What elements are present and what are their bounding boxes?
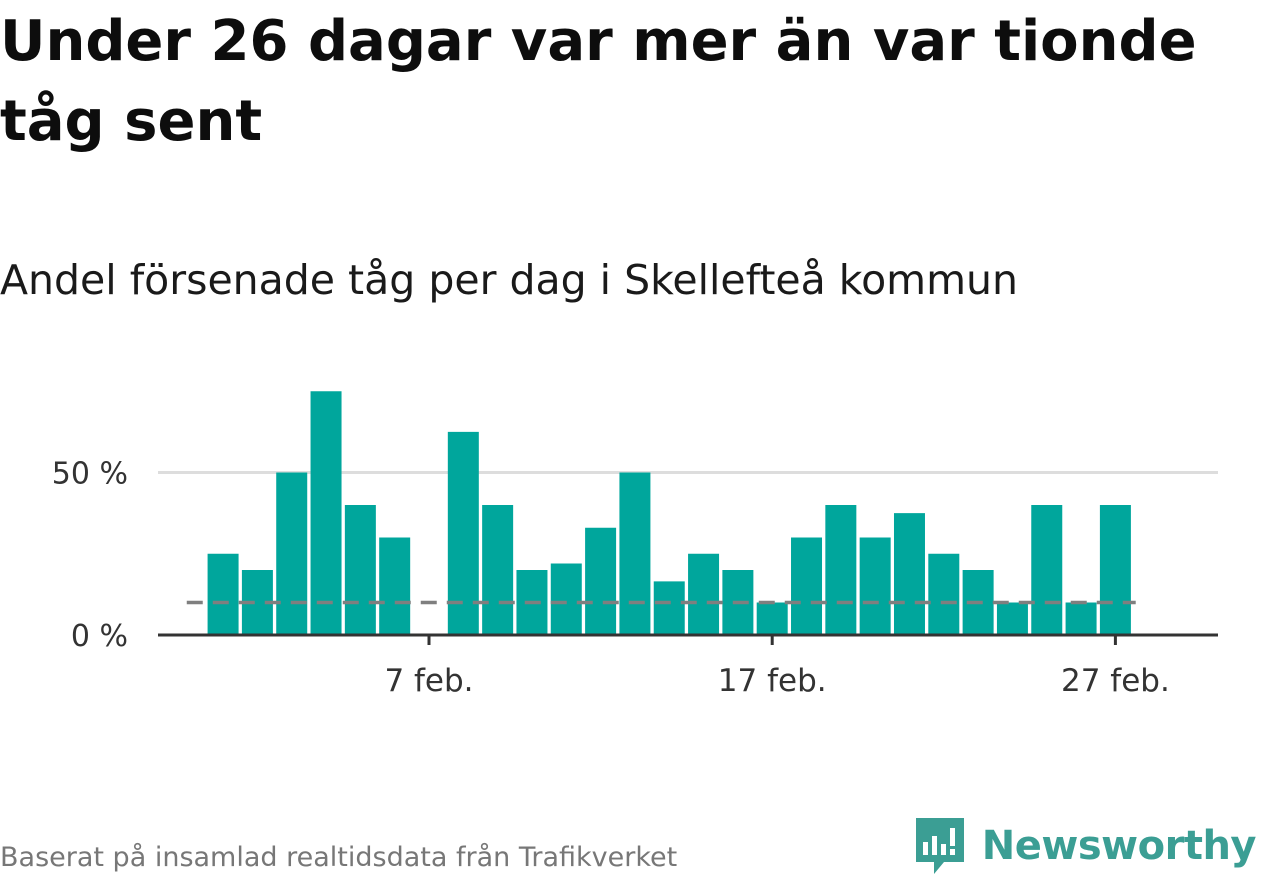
bar-layer (207, 391, 1131, 635)
bar-day-27 (1099, 505, 1131, 635)
x-tick-label: 27 feb. (1061, 663, 1170, 699)
bar-day-4 (310, 391, 342, 635)
bar-day-20 (859, 537, 891, 635)
source-note: Baserat på insamlad realtidsdata från Tr… (0, 842, 678, 873)
bar-day-21 (893, 513, 925, 635)
y-tick-label: 0 % (71, 619, 128, 654)
bar-day-11 (550, 563, 582, 635)
y-tick-label: 50 % (52, 457, 128, 492)
newsworthy-logo: Newsworthy (914, 816, 1257, 876)
bar-day-22 (928, 553, 960, 635)
bar-day-17 (756, 602, 788, 635)
bar-day-24 (996, 602, 1028, 635)
bar-day-13 (619, 472, 651, 635)
bar-chart: 0 % 50 % 7 feb. 17 feb. 27 feb. (52, 391, 1218, 699)
bar-day-18 (791, 537, 823, 635)
bar-day-1 (207, 553, 239, 635)
bar-day-19 (825, 505, 857, 635)
bar-day-25 (1031, 505, 1063, 635)
bar-day-3 (276, 472, 308, 635)
bar-day-9 (482, 505, 514, 635)
bar-day-8 (447, 431, 479, 635)
chart-subtitle: Andel försenade tåg per dag i Skellefteå… (0, 256, 1019, 304)
bar-day-6 (379, 537, 411, 635)
x-tick-label: 17 feb. (718, 663, 827, 699)
bar-chart-speech-bubble-icon (915, 818, 964, 874)
bar-day-5 (344, 505, 376, 635)
bar-day-14 (653, 581, 685, 635)
logo-text: Newsworthy (981, 823, 1257, 869)
bar-day-12 (585, 527, 617, 635)
bar-day-15 (688, 553, 720, 635)
chart-title: Under 26 dagar var mer än var tionde tåg… (0, 9, 1197, 154)
bar-day-26 (1065, 602, 1097, 635)
axis-layer: 0 % 50 % 7 feb. 17 feb. 27 feb. (52, 457, 1218, 699)
x-tick-label: 7 feb. (384, 663, 473, 699)
